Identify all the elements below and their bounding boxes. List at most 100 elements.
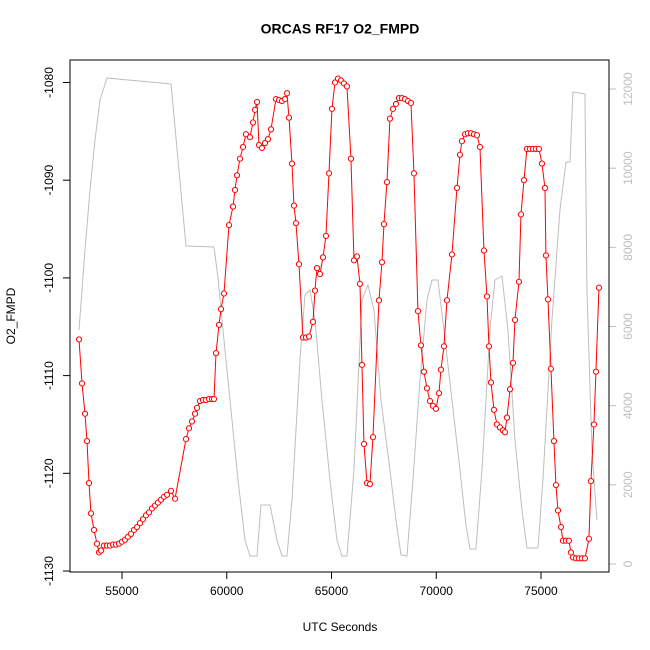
data-point — [188, 418, 196, 425]
data-point — [236, 155, 244, 162]
y2-tick-label: 10000 — [621, 151, 635, 185]
y-tick-label: -1120 — [42, 458, 56, 488]
data-point — [231, 186, 239, 194]
data-point — [517, 211, 525, 218]
x-tick-label: 65000 — [315, 584, 349, 598]
data-point — [440, 343, 448, 350]
data-point — [261, 139, 269, 147]
data-point — [550, 437, 558, 445]
data-point — [369, 434, 377, 441]
y2-series-line — [78, 77, 598, 557]
data-point — [182, 436, 190, 443]
chart-title: ORCAS RF17 O2_FMPD — [261, 21, 420, 37]
data-point — [358, 361, 366, 368]
data-point — [246, 134, 254, 141]
data-point — [435, 390, 443, 397]
data-point — [483, 293, 491, 300]
data-point — [448, 251, 456, 258]
y-tick-label: -1130 — [42, 556, 56, 586]
data-point — [309, 318, 317, 325]
data-point — [485, 343, 493, 350]
data-point — [331, 79, 339, 86]
y-tick-label: -1090 — [42, 165, 56, 196]
data-point — [480, 247, 488, 254]
data-point — [75, 336, 83, 343]
y-tick-label: -1110 — [42, 361, 56, 390]
data-point — [380, 221, 388, 228]
data-point — [542, 252, 550, 259]
data-point — [506, 386, 514, 393]
data-point — [426, 397, 434, 405]
data-point — [290, 202, 298, 209]
data-point — [535, 145, 543, 153]
data-point — [210, 395, 218, 403]
x-axis-label: UTC Seconds — [303, 620, 378, 634]
data-point — [78, 380, 86, 387]
data-point — [258, 144, 266, 152]
data-point — [322, 232, 330, 239]
data-point — [547, 365, 555, 372]
data-point — [509, 359, 517, 367]
data-point — [458, 137, 466, 145]
data-point — [487, 379, 495, 386]
data-point — [325, 170, 333, 177]
data-point — [191, 410, 199, 417]
y2-tick-label: 0 — [621, 560, 635, 567]
data-point — [554, 507, 562, 514]
data-point — [83, 437, 91, 445]
data-point — [253, 98, 261, 106]
data-point — [319, 254, 327, 261]
data-point — [97, 547, 105, 554]
data-point — [356, 280, 364, 287]
data-point — [407, 99, 415, 107]
data-point — [87, 510, 95, 517]
data-point — [437, 366, 445, 373]
data-point — [353, 253, 361, 260]
data-point — [217, 306, 225, 313]
y2-tick-label: 2000 — [621, 471, 635, 498]
plot-frame — [69, 59, 610, 573]
data-point — [127, 530, 135, 537]
data-point — [292, 220, 300, 227]
y2-tick-label: 4000 — [621, 392, 635, 419]
y2-tick-label: 8000 — [621, 234, 635, 261]
data-point — [305, 333, 313, 340]
data-point — [251, 106, 259, 113]
data-point — [328, 105, 336, 112]
data-point — [90, 526, 98, 534]
data-point — [375, 297, 383, 304]
data-point — [389, 105, 397, 112]
data-point — [242, 131, 250, 138]
data-point — [264, 136, 272, 143]
data-point — [288, 160, 296, 167]
data-point — [392, 100, 400, 108]
data-point — [366, 480, 374, 488]
data-point — [267, 126, 275, 133]
data-point — [587, 478, 595, 485]
x-tick-label: 75000 — [524, 584, 558, 598]
data-point — [541, 184, 549, 192]
data-point — [511, 316, 519, 324]
data-point — [432, 405, 440, 412]
data-point — [313, 265, 321, 272]
y-axis-label: O2_FMPD — [4, 287, 18, 344]
data-point — [85, 479, 93, 487]
data-point — [249, 119, 257, 126]
data-point — [225, 222, 233, 229]
data-point — [476, 143, 484, 151]
data-point — [171, 495, 179, 502]
data-point — [316, 270, 324, 278]
data-point — [386, 115, 394, 122]
data-point — [453, 184, 461, 192]
data-point — [215, 321, 223, 328]
data-point — [501, 429, 509, 436]
data-point — [167, 487, 175, 495]
x-tick-label: 55000 — [105, 584, 139, 598]
y-tick-label: -1100 — [42, 263, 56, 293]
data-point — [595, 284, 603, 291]
data-point — [590, 421, 598, 428]
y2-tick-label: 6000 — [621, 313, 635, 340]
y-tick-label: -1080 — [42, 67, 56, 98]
data-point — [538, 160, 546, 167]
